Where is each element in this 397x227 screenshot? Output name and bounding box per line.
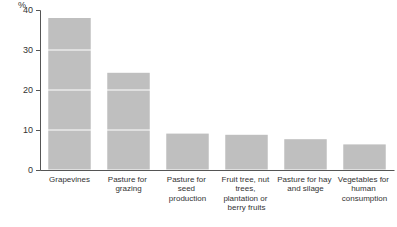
bar: [343, 144, 385, 170]
x-axis: Grapevines Pasture for grazing Pasture for…: [41, 170, 395, 212]
bar: [284, 139, 326, 170]
x-tick: Fruit tree, nut trees, plantation or ber…: [222, 170, 272, 212]
y-tick-mark: [36, 130, 40, 131]
y-tick-mark: [36, 10, 40, 11]
grid-line: [40, 10, 394, 11]
x-tick-label: Pasture for grazing: [108, 175, 149, 194]
y-tick-mark: [36, 50, 40, 51]
x-tick-label: Pasture for hay and silage: [277, 175, 333, 194]
bar: [48, 18, 90, 170]
bar: [225, 135, 267, 170]
y-axis: 010203040: [23, 5, 41, 175]
x-tick-label: Grapevines: [49, 175, 90, 184]
x-tick: Pasture for hay and silage: [277, 170, 333, 193]
y-axis-line: [36, 11, 41, 171]
x-tick: Vegetables for human consumption: [338, 170, 391, 203]
plot-area: [40, 10, 394, 170]
grid-line: [40, 90, 394, 91]
y-axis-label: %: [18, 0, 26, 10]
y-tick-label: 30: [23, 45, 33, 55]
y-tick-mark: [36, 170, 40, 171]
x-tick: Pasture for seed production: [167, 170, 208, 203]
y-tick: 0: [28, 165, 40, 175]
x-axis-line: [41, 170, 395, 171]
x-tick-label: Fruit tree, nut trees, plantation or ber…: [222, 175, 272, 213]
x-tick: Pasture for grazing: [108, 170, 149, 193]
y-tick: 30: [23, 45, 40, 55]
y-tick-label: 10: [23, 125, 33, 135]
y-tick-label: 20: [23, 85, 33, 95]
grid-line: [40, 130, 394, 131]
grid-line: [40, 50, 394, 51]
y-tick-mark: [36, 90, 40, 91]
y-tick: 10: [23, 125, 40, 135]
bar: [166, 134, 208, 170]
y-tick: 20: [23, 85, 40, 95]
x-tick: Grapevines: [49, 170, 90, 184]
x-tick-label: Vegetables for human consumption: [338, 175, 391, 203]
bar: [107, 73, 149, 170]
x-tick-label: Pasture for seed production: [167, 175, 208, 203]
chart: 010203040GrapevinesPasture for grazingPa…: [0, 0, 397, 227]
grid-line: [40, 170, 394, 171]
y-tick-label: 0: [28, 165, 33, 175]
